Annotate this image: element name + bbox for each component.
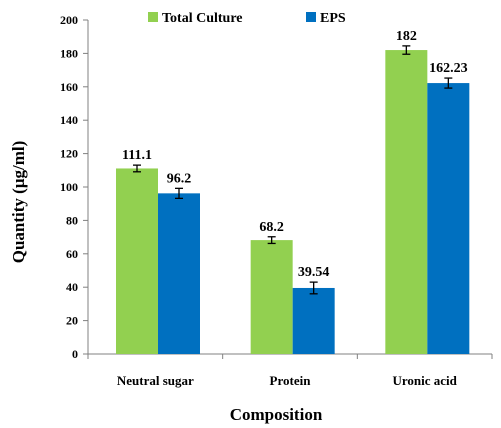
x-axis: Neutral sugar Protein Uronic acid (87, 353, 493, 388)
legend-swatch (306, 12, 316, 22)
y-tick-label: 80 (66, 213, 78, 227)
y-tick-label: 40 (66, 280, 78, 294)
bar (250, 240, 293, 354)
y-axis: 0 20 40 60 80 100 120 140 160 180 200 (60, 13, 89, 361)
bar (116, 168, 158, 354)
data-label: 39.54 (298, 265, 330, 280)
y-tick-label: 160 (60, 80, 78, 94)
data-labels: 111.1 68.2 182 96.2 39.54 162.23 (122, 29, 468, 280)
y-tick-label: 180 (60, 46, 78, 60)
legend: Total Culture EPS (148, 11, 346, 26)
bar (427, 83, 470, 354)
data-label: 182 (396, 29, 417, 44)
data-label: 111.1 (122, 148, 152, 163)
bar (292, 287, 335, 354)
x-category-label: Protein (270, 373, 312, 388)
legend-label: Total Culture (162, 11, 243, 26)
data-label: 68.2 (259, 220, 284, 235)
x-axis-title: Composition (230, 405, 323, 424)
y-tick-label: 60 (66, 247, 78, 261)
y-tick-label: 200 (60, 13, 78, 27)
bar (158, 193, 200, 354)
data-label: 96.2 (167, 171, 192, 186)
y-tick-label: 140 (60, 113, 78, 127)
y-axis-title: Quantity (μg/ml) (9, 141, 28, 264)
y-tick-label: 100 (60, 180, 78, 194)
bar (385, 50, 428, 355)
x-category-label: Uronic acid (392, 373, 457, 388)
legend-label: EPS (320, 11, 346, 26)
legend-swatch (148, 12, 158, 22)
y-tick-label: 120 (60, 147, 78, 161)
y-tick-label: 0 (72, 347, 78, 361)
x-category-label: Neutral sugar (117, 373, 194, 388)
y-tick-label: 20 (66, 314, 78, 328)
data-label: 162.23 (429, 61, 468, 76)
bars (116, 45, 470, 355)
